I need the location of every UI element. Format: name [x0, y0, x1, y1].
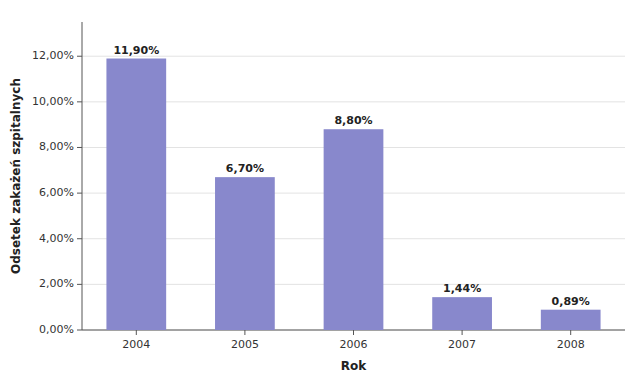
y-tick-label: 12,00%: [32, 49, 74, 62]
y-tick-label: 2,00%: [39, 277, 74, 290]
chart: 0,00% 2,00% 4,00% 6,00% 8,00% 10,00% 12,00% 200…: [0, 0, 643, 382]
y-tick: [77, 330, 82, 331]
y-tick: [77, 284, 82, 285]
y-tick: [77, 147, 82, 148]
x-tick: [570, 330, 571, 335]
y-axis-label: Odsetek zakażeń szpitalnych: [9, 78, 23, 274]
grid-line: [82, 56, 625, 57]
x-tick: [353, 330, 354, 335]
data-label: 1,44%: [443, 282, 481, 295]
y-tick: [77, 193, 82, 194]
bars: [106, 59, 600, 330]
y-axis-line: [82, 22, 83, 330]
x-tick-label: 2004: [122, 338, 150, 351]
x-tick-label: 2008: [557, 338, 585, 351]
y-tick: [77, 101, 82, 102]
x-tick: [136, 330, 137, 335]
bar: [324, 129, 384, 330]
y-tick-label: 6,00%: [39, 186, 74, 199]
data-label: 6,70%: [226, 162, 264, 175]
y-tick-label: 8,00%: [39, 140, 74, 153]
x-tick-label: 2005: [231, 338, 259, 351]
x-tick: [462, 330, 463, 335]
y-tick: [77, 56, 82, 57]
x-tick-label: 2007: [448, 338, 476, 351]
y-tick: [77, 238, 82, 239]
data-label: 0,89%: [552, 295, 590, 308]
y-tick-label: 10,00%: [32, 95, 74, 108]
data-label: 11,90%: [113, 44, 159, 57]
data-labels: 11,90% 6,70% 8,80% 1,44% 0,89%: [113, 44, 589, 308]
x-tick: [244, 330, 245, 335]
bar: [432, 297, 492, 330]
bar: [541, 310, 601, 330]
x-axis-label: Rok: [341, 359, 367, 373]
x-tick-label: 2006: [340, 338, 368, 351]
y-tick-label: 0,00%: [39, 323, 74, 336]
axes: 0,00% 2,00% 4,00% 6,00% 8,00% 10,00% 12,00% 200…: [32, 22, 625, 351]
bar: [215, 177, 275, 330]
grid: [82, 56, 625, 330]
bar: [106, 59, 166, 330]
y-tick-label: 4,00%: [39, 232, 74, 245]
data-label: 8,80%: [334, 114, 372, 127]
chart-container: 0,00% 2,00% 4,00% 6,00% 8,00% 10,00% 12,00% 200…: [0, 0, 643, 382]
